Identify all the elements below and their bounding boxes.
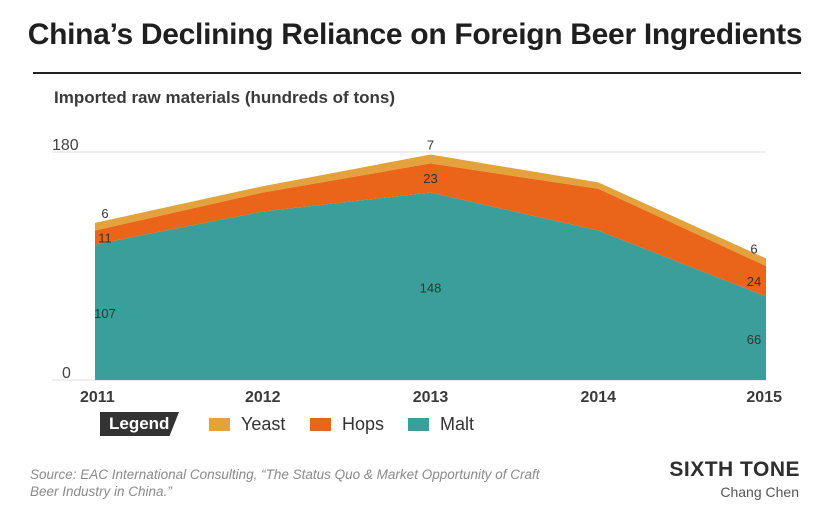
data-label-hops: 24	[747, 274, 761, 289]
data-label-yeast: 6	[750, 241, 757, 256]
brand-logo: SIXTH TONE	[669, 458, 800, 481]
legend-title: Legend	[100, 412, 179, 436]
legend-label-malt: Malt	[440, 413, 475, 434]
x-tick-label: 2011	[80, 389, 115, 406]
source-note: Source: EAC International Consulting, “T…	[30, 467, 540, 499]
area-yeast	[95, 154, 766, 266]
chart-subtitle: Imported raw materials (hundreds of tons…	[54, 88, 395, 107]
legend-label-hops: Hops	[342, 413, 385, 434]
legend-swatch-malt	[408, 417, 429, 431]
x-tick-label: 2015	[746, 389, 782, 406]
chart-title: China’s Declining Reliance on Foreign Be…	[27, 18, 803, 51]
legend-title-label: Legend	[109, 414, 170, 433]
data-label-malt: 66	[747, 332, 761, 347]
area-hops	[95, 163, 766, 297]
data-label-yeast: 6	[101, 206, 108, 221]
data-label-yeast: 7	[427, 138, 434, 153]
x-tick-label: 2012	[245, 389, 281, 406]
y-tick-label: 0	[62, 365, 71, 382]
legend-swatch-hops	[310, 417, 331, 431]
author-credit: Chang Chen	[720, 484, 799, 500]
x-tick-label: 2013	[413, 389, 449, 406]
area-malt	[95, 192, 766, 380]
data-label-malt: 107	[94, 306, 116, 321]
legend-item-malt: Malt	[408, 414, 474, 434]
title-divider	[33, 72, 801, 74]
data-label-hops: 23	[423, 171, 437, 186]
legend-item-hops: Hops	[310, 414, 384, 434]
y-tick-label: 180	[52, 137, 79, 154]
legend-label-yeast: Yeast	[241, 413, 286, 434]
data-label-malt: 148	[420, 280, 442, 295]
legend-item-yeast: Yeast	[209, 414, 285, 434]
x-tick-label: 2014	[580, 389, 616, 406]
data-label-hops: 11	[98, 231, 112, 246]
legend-swatch-yeast	[209, 417, 230, 431]
